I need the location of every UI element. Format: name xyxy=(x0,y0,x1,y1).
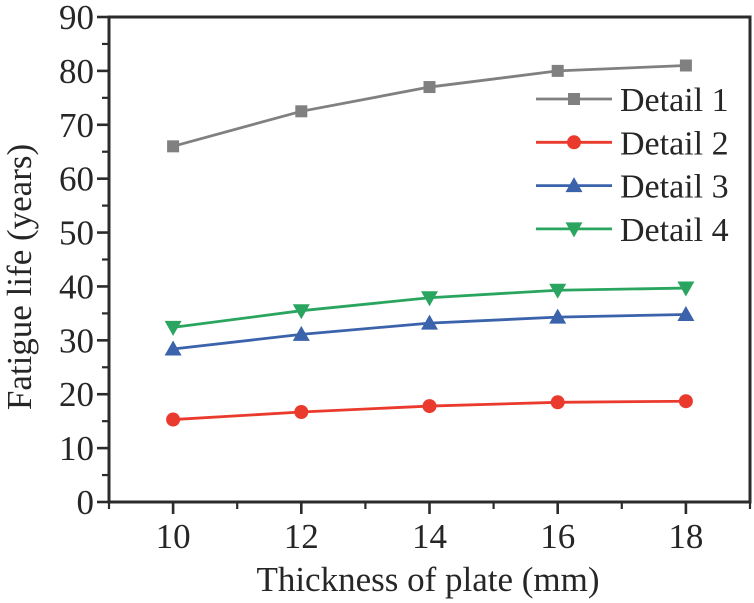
legend-entry-detail-4: Detail 4 xyxy=(536,212,729,249)
series-detail-3 xyxy=(164,305,695,356)
data-point-detail-3 xyxy=(421,314,438,330)
data-point-detail-2 xyxy=(422,399,437,414)
data-point-detail-1 xyxy=(167,140,180,153)
data-point-detail-3 xyxy=(549,308,567,324)
legend-marker-detail-4 xyxy=(565,222,583,238)
data-point-detail-3 xyxy=(292,325,310,341)
x-tick-label: 16 xyxy=(540,517,575,556)
legend-entry-detail-2: Detail 2 xyxy=(536,125,729,162)
series-detail-4 xyxy=(164,281,695,336)
legend-label-detail-3: Detail 3 xyxy=(620,169,729,206)
y-tick-label: 60 xyxy=(59,160,94,199)
data-point-detail-3 xyxy=(677,305,695,321)
legend-label-detail-2: Detail 2 xyxy=(620,125,729,162)
y-tick-label: 50 xyxy=(59,214,94,253)
y-tick-label: 90 xyxy=(59,0,94,37)
data-point-detail-1 xyxy=(679,59,692,72)
legend-label-detail-4: Detail 4 xyxy=(620,212,729,249)
y-tick-label: 0 xyxy=(77,483,95,522)
data-point-detail-4 xyxy=(164,320,182,336)
y-tick-label: 80 xyxy=(59,52,94,91)
data-point-detail-4 xyxy=(677,281,695,297)
legend-entry-detail-3: Detail 3 xyxy=(536,169,729,206)
x-tick-label: 10 xyxy=(156,517,191,556)
y-axis: 0 10 20 30 40 50 60 70 80 90 xyxy=(59,0,109,522)
legend-marker-detail-2 xyxy=(567,135,581,150)
y-tick-label: 30 xyxy=(59,321,94,360)
legend-label-detail-1: Detail 1 xyxy=(620,82,729,119)
data-point-detail-3 xyxy=(164,340,182,356)
plot-frame xyxy=(107,15,752,504)
data-point-detail-2 xyxy=(678,394,693,409)
legend-marker-detail-1 xyxy=(568,93,580,105)
series-line-detail-1 xyxy=(171,64,688,148)
data-point-detail-4 xyxy=(549,283,567,299)
y-axis-label: Fatigue life (years) xyxy=(0,144,39,410)
y-tick-label: 20 xyxy=(59,375,94,414)
y-tick-label: 70 xyxy=(59,106,94,145)
legend-marker-detail-3 xyxy=(565,177,583,193)
x-tick-label: 14 xyxy=(412,517,447,556)
data-point-detail-2 xyxy=(294,405,309,420)
x-axis-label: Thickness of plate (mm) xyxy=(256,560,599,599)
x-tick-label: 12 xyxy=(284,517,319,556)
data-point-detail-2 xyxy=(550,395,565,410)
x-axis: 10 12 14 16 18 xyxy=(107,502,752,556)
data-point-detail-4 xyxy=(421,291,438,307)
data-point-detail-4 xyxy=(292,304,310,320)
data-point-detail-1 xyxy=(295,105,308,118)
series-detail-1 xyxy=(167,59,692,153)
data-point-detail-1 xyxy=(423,81,436,94)
x-tick-label: 18 xyxy=(668,517,703,556)
legend: Detail 1 Detail 2 Detail 3 Detail 4 xyxy=(536,82,729,249)
series-detail-2 xyxy=(166,394,693,427)
legend-entry-detail-1: Detail 1 xyxy=(536,82,729,119)
y-tick-label: 10 xyxy=(59,429,94,468)
data-point-detail-1 xyxy=(551,64,564,77)
y-tick-label: 40 xyxy=(59,267,94,306)
data-point-detail-2 xyxy=(166,412,181,427)
